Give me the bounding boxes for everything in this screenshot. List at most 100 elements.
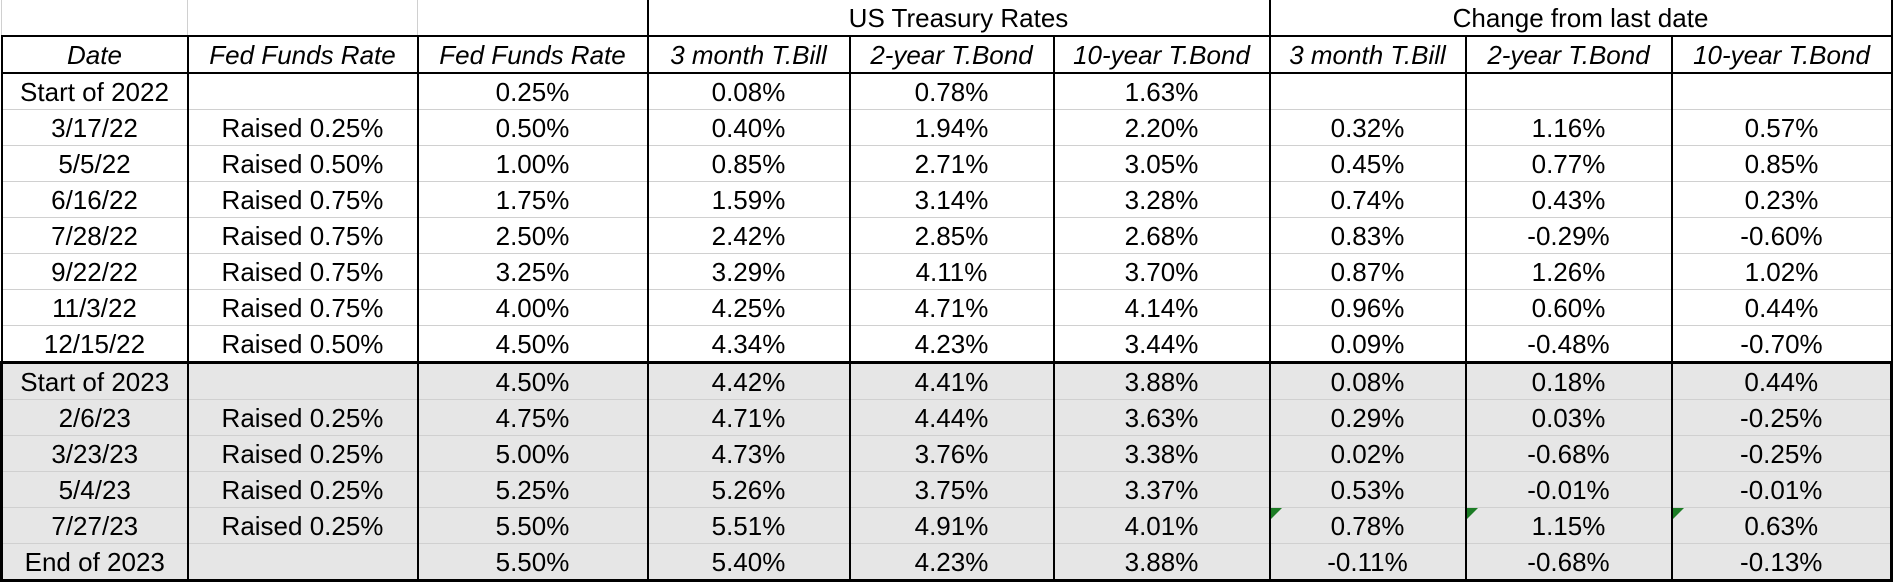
cell-change-tbond-2y[interactable]: -0.01% <box>1466 472 1672 508</box>
cell-change-tbond-10y[interactable] <box>1672 73 1892 110</box>
cell-tbond-10y[interactable]: 3.05% <box>1054 146 1270 182</box>
cell-fed-funds-action[interactable] <box>188 544 418 581</box>
cell-tbill-3m[interactable]: 4.42% <box>648 363 850 400</box>
column-header-tbill-3m[interactable]: 3 month T.Bill <box>648 36 850 73</box>
cell-tbill-3m[interactable]: 5.40% <box>648 544 850 581</box>
cell-date[interactable]: 6/16/22 <box>2 182 188 218</box>
cell-fed-funds-action[interactable]: Raised 0.25% <box>188 436 418 472</box>
cell-tbond-10y[interactable]: 2.20% <box>1054 110 1270 146</box>
cell-change-tbill-3m[interactable]: 0.45% <box>1270 146 1466 182</box>
cell-fed-funds-action[interactable]: Raised 0.25% <box>188 508 418 544</box>
cell-tbond-2y[interactable]: 2.85% <box>850 218 1054 254</box>
cell-fed-funds-action[interactable] <box>188 73 418 110</box>
cell-date[interactable]: 11/3/22 <box>2 290 188 326</box>
cell-tbond-10y[interactable]: 3.88% <box>1054 363 1270 400</box>
cell-fed-funds-action[interactable]: Raised 0.50% <box>188 326 418 363</box>
cell-tbill-3m[interactable]: 5.26% <box>648 472 850 508</box>
cell-fed-funds-action[interactable]: Raised 0.25% <box>188 472 418 508</box>
cell-tbond-10y[interactable]: 4.01% <box>1054 508 1270 544</box>
cell-date[interactable]: 12/15/22 <box>2 326 188 363</box>
cell-fed-funds-rate[interactable]: 0.50% <box>418 110 648 146</box>
column-header-fed-funds-action[interactable]: Fed Funds Rate <box>188 36 418 73</box>
cell-change-tbond-2y[interactable] <box>1466 73 1672 110</box>
cell-change-tbill-3m[interactable]: 0.29% <box>1270 400 1466 436</box>
cell-fed-funds-action[interactable]: Raised 0.75% <box>188 182 418 218</box>
cell-change-tbond-10y[interactable]: -0.25% <box>1672 436 1892 472</box>
cell-tbond-2y[interactable]: 4.11% <box>850 254 1054 290</box>
cell-tbond-2y[interactable]: 1.94% <box>850 110 1054 146</box>
cell-tbond-2y[interactable]: 0.78% <box>850 73 1054 110</box>
cell-change-tbond-2y[interactable]: 0.60% <box>1466 290 1672 326</box>
cell-tbond-2y[interactable]: 4.44% <box>850 400 1054 436</box>
cell-fed-funds-action[interactable]: Raised 0.75% <box>188 218 418 254</box>
cell-fed-funds-rate[interactable]: 3.25% <box>418 254 648 290</box>
column-header-date[interactable]: Date <box>2 36 188 73</box>
cell-fed-funds-rate[interactable]: 2.50% <box>418 218 648 254</box>
cell-change-tbond-2y[interactable]: 1.15% <box>1466 508 1672 544</box>
column-header-tbond-10y[interactable]: 10-year T.Bond <box>1054 36 1270 73</box>
cell-change-tbond-2y[interactable]: -0.29% <box>1466 218 1672 254</box>
cell-change-tbond-10y[interactable]: 0.44% <box>1672 290 1892 326</box>
cell-change-tbond-2y[interactable]: -0.68% <box>1466 544 1672 581</box>
cell-tbond-2y[interactable]: 3.76% <box>850 436 1054 472</box>
cell-change-tbill-3m[interactable]: 0.32% <box>1270 110 1466 146</box>
cell-tbond-2y[interactable]: 3.75% <box>850 472 1054 508</box>
cell-tbond-2y[interactable]: 4.41% <box>850 363 1054 400</box>
cell-change-tbond-10y[interactable]: 1.02% <box>1672 254 1892 290</box>
cell-change-tbond-10y[interactable]: -0.13% <box>1672 544 1892 581</box>
cell-date[interactable]: 5/4/23 <box>2 472 188 508</box>
cell-fed-funds-rate[interactable]: 5.25% <box>418 472 648 508</box>
cell-tbond-10y[interactable]: 3.70% <box>1054 254 1270 290</box>
cell-date[interactable]: Start of 2022 <box>2 73 188 110</box>
cell-tbond-10y[interactable]: 3.44% <box>1054 326 1270 363</box>
cell-tbill-3m[interactable]: 4.73% <box>648 436 850 472</box>
cell-date[interactable]: 2/6/23 <box>2 400 188 436</box>
cell-tbill-3m[interactable]: 0.08% <box>648 73 850 110</box>
cell-fed-funds-rate[interactable]: 5.00% <box>418 436 648 472</box>
blank-header-cell[interactable] <box>418 0 648 36</box>
cell-tbill-3m[interactable]: 0.40% <box>648 110 850 146</box>
cell-change-tbond-2y[interactable]: 0.03% <box>1466 400 1672 436</box>
blank-header-cell[interactable] <box>188 0 418 36</box>
cell-change-tbill-3m[interactable]: 0.09% <box>1270 326 1466 363</box>
cell-change-tbill-3m[interactable]: 0.96% <box>1270 290 1466 326</box>
column-header-fed-funds-rate[interactable]: Fed Funds Rate <box>418 36 648 73</box>
cell-change-tbond-10y[interactable]: 0.63% <box>1672 508 1892 544</box>
cell-fed-funds-action[interactable]: Raised 0.25% <box>188 400 418 436</box>
cell-fed-funds-rate[interactable]: 5.50% <box>418 544 648 581</box>
cell-tbond-10y[interactable]: 3.63% <box>1054 400 1270 436</box>
cell-fed-funds-rate[interactable]: 4.75% <box>418 400 648 436</box>
cell-tbill-3m[interactable]: 4.71% <box>648 400 850 436</box>
cell-fed-funds-action[interactable] <box>188 363 418 400</box>
cell-date[interactable]: 5/5/22 <box>2 146 188 182</box>
cell-fed-funds-action[interactable]: Raised 0.25% <box>188 110 418 146</box>
column-header-tbond-2y[interactable]: 2-year T.Bond <box>850 36 1054 73</box>
cell-change-tbond-10y[interactable]: 0.44% <box>1672 363 1892 400</box>
cell-change-tbill-3m[interactable]: 0.08% <box>1270 363 1466 400</box>
cell-change-tbond-2y[interactable]: 0.77% <box>1466 146 1672 182</box>
cell-tbond-2y[interactable]: 4.91% <box>850 508 1054 544</box>
cell-fed-funds-action[interactable]: Raised 0.75% <box>188 254 418 290</box>
cell-fed-funds-rate[interactable]: 1.00% <box>418 146 648 182</box>
column-header-change-tbond-2y[interactable]: 2-year T.Bond <box>1466 36 1672 73</box>
cell-date[interactable]: Start of 2023 <box>2 363 188 400</box>
cell-tbond-10y[interactable]: 1.63% <box>1054 73 1270 110</box>
cell-date[interactable]: 3/23/23 <box>2 436 188 472</box>
cell-tbill-3m[interactable]: 4.34% <box>648 326 850 363</box>
cell-change-tbond-2y[interactable]: -0.48% <box>1466 326 1672 363</box>
cell-tbill-3m[interactable]: 3.29% <box>648 254 850 290</box>
cell-date[interactable]: 7/27/23 <box>2 508 188 544</box>
group-header-treasury[interactable]: US Treasury Rates <box>648 0 1270 36</box>
cell-change-tbill-3m[interactable]: -0.11% <box>1270 544 1466 581</box>
cell-change-tbond-2y[interactable]: -0.68% <box>1466 436 1672 472</box>
cell-tbill-3m[interactable]: 5.51% <box>648 508 850 544</box>
cell-change-tbond-2y[interactable]: 0.43% <box>1466 182 1672 218</box>
cell-tbill-3m[interactable]: 0.85% <box>648 146 850 182</box>
cell-change-tbond-2y[interactable]: 0.18% <box>1466 363 1672 400</box>
cell-date[interactable]: 7/28/22 <box>2 218 188 254</box>
cell-tbond-10y[interactable]: 3.28% <box>1054 182 1270 218</box>
column-header-change-tbond-10y[interactable]: 10-year T.Bond <box>1672 36 1892 73</box>
cell-change-tbond-2y[interactable]: 1.16% <box>1466 110 1672 146</box>
cell-fed-funds-action[interactable]: Raised 0.50% <box>188 146 418 182</box>
column-header-change-tbill-3m[interactable]: 3 month T.Bill <box>1270 36 1466 73</box>
